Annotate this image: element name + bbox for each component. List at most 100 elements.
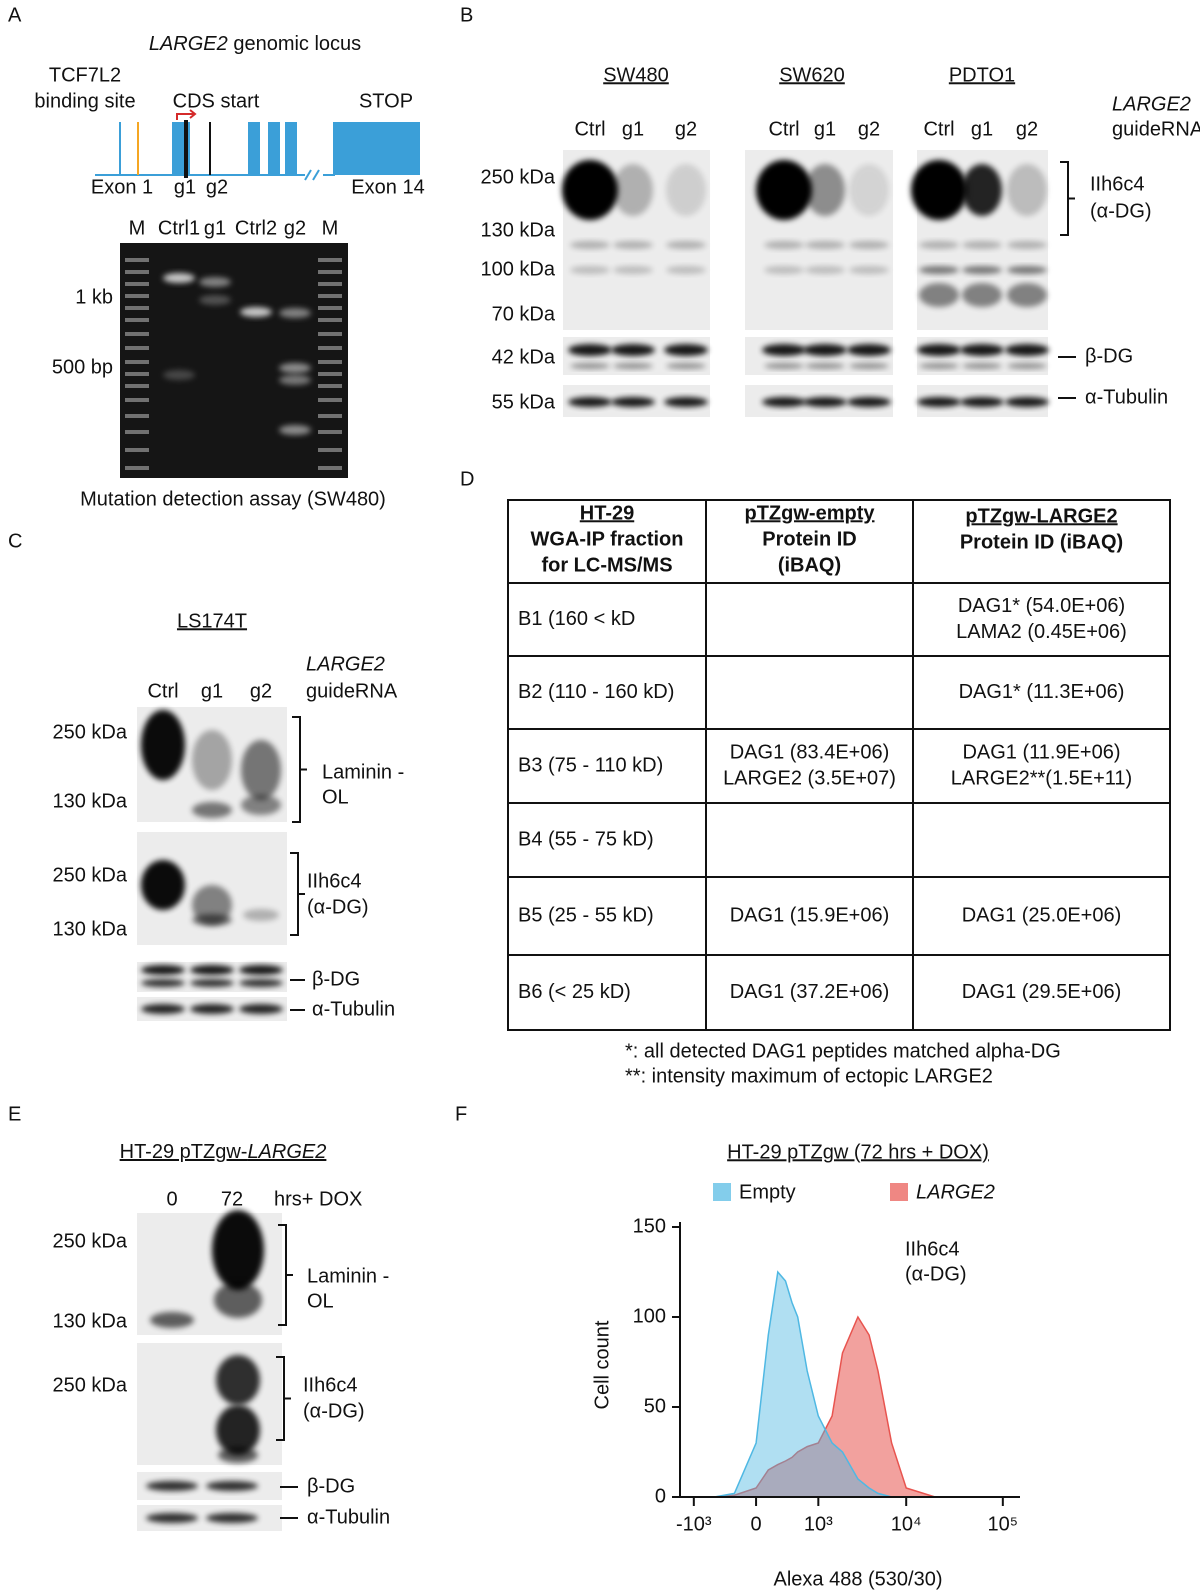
table-header: (iBAQ) xyxy=(778,554,841,576)
blot-membrane xyxy=(563,337,710,375)
blot xyxy=(563,337,710,375)
label: binding site xyxy=(34,90,135,112)
y-tick-label: 100 xyxy=(633,1305,666,1327)
ladder-band xyxy=(318,270,342,274)
table-cell: B5 (25 - 55 kD) xyxy=(518,904,654,926)
x-tick-label: 0 xyxy=(751,1513,762,1535)
label: 1 kb xyxy=(75,286,113,308)
histogram-line xyxy=(680,1315,1020,1498)
blot-band xyxy=(214,1282,262,1318)
blot-band xyxy=(241,795,281,815)
blot-band xyxy=(218,1447,258,1463)
legend-label: Empty xyxy=(739,1181,796,1203)
blot-band xyxy=(562,160,618,220)
annotation: IIh6c4 xyxy=(905,1238,959,1260)
blot-band xyxy=(206,1481,258,1491)
blot-band xyxy=(847,344,891,356)
blot-band xyxy=(570,266,610,274)
gel-band xyxy=(279,308,311,318)
ladder-band xyxy=(125,360,149,364)
label: 250 kDa xyxy=(53,721,128,743)
label: guideRNA xyxy=(306,680,398,702)
blot-band xyxy=(756,160,812,220)
blot-band xyxy=(805,363,845,369)
label: PDTO1 xyxy=(949,64,1015,86)
blot-band xyxy=(568,344,612,356)
label: hrs+ DOX xyxy=(274,1188,362,1210)
label: Ctrl1 xyxy=(158,217,200,239)
gel xyxy=(120,243,348,478)
table-cell: LAMA2 (0.45E+06) xyxy=(956,621,1127,643)
ladder-band xyxy=(318,332,342,336)
label: 130 kDa xyxy=(53,1310,128,1332)
panel-label: F xyxy=(455,1103,467,1125)
table-cell: DAG1 (11.9E+06) xyxy=(962,741,1120,763)
chart-title: HT-29 pTZgw (72 hrs + DOX) xyxy=(727,1141,989,1163)
x-tick-label: 10³ xyxy=(804,1513,833,1535)
bracket xyxy=(292,716,307,823)
y-tick-label: 150 xyxy=(633,1215,666,1237)
gene-name: LARGE2 xyxy=(247,1141,326,1163)
blot xyxy=(137,997,287,1021)
blot xyxy=(137,707,287,822)
table-cell: DAG1* (54.0E+06) xyxy=(958,595,1125,617)
blot-band xyxy=(568,397,612,407)
label: IIh6c4 xyxy=(303,1374,357,1396)
label: α-Tubulin xyxy=(312,998,395,1020)
table-cell: B1 (160 < kD xyxy=(518,608,635,630)
y-axis-label: Cell count xyxy=(591,1320,613,1409)
blot-band xyxy=(911,160,967,220)
table-cell: DAG1* (11.3E+06) xyxy=(959,681,1125,703)
blot-band xyxy=(192,914,232,926)
table-header: WGA-IP fraction xyxy=(531,528,684,550)
panel-label: E xyxy=(8,1103,21,1125)
gel-band xyxy=(279,425,311,435)
blot-membrane xyxy=(917,337,1048,375)
label: LS174T xyxy=(177,610,247,632)
blot xyxy=(137,1343,282,1465)
label: g1 xyxy=(814,118,836,140)
table-cell: DAG1 (29.5E+06) xyxy=(962,981,1122,1003)
blot xyxy=(137,1505,282,1531)
label: IIh6c4 xyxy=(307,870,361,892)
blot-band xyxy=(1007,363,1047,369)
table-header: Protein ID xyxy=(762,528,856,550)
ladder-band xyxy=(318,294,342,298)
locus-title: LARGE2 genomic locus xyxy=(149,33,361,55)
ladder-band xyxy=(318,414,342,418)
table-header: Protein ID (iBAQ) xyxy=(960,531,1123,553)
bracket xyxy=(276,1356,291,1441)
panel-title: HT-29 pTZgw-LARGE2 xyxy=(120,1141,327,1163)
gel-band xyxy=(163,273,195,283)
ladder-band xyxy=(125,430,149,434)
label: OL xyxy=(307,1290,334,1312)
label: α-Tubulin xyxy=(307,1506,390,1528)
blot-band xyxy=(150,1312,194,1328)
table-cell: DAG1 (25.0E+06) xyxy=(962,904,1122,926)
label: TCF7L2 xyxy=(49,64,121,86)
ladder-band xyxy=(125,414,149,418)
ladder-band xyxy=(318,466,342,470)
blot-band xyxy=(805,164,845,216)
gel-band xyxy=(240,307,272,317)
label: 130 kDa xyxy=(53,790,128,812)
blot-band xyxy=(762,397,806,407)
label: 100 kDa xyxy=(481,258,556,280)
blot xyxy=(137,1210,282,1335)
label: guideRNA xyxy=(1112,118,1200,140)
shape xyxy=(333,122,420,175)
label: α-Tubulin xyxy=(1085,386,1168,408)
blot-band xyxy=(1005,344,1049,356)
label: 250 kDa xyxy=(481,166,556,188)
blot-band xyxy=(613,164,653,216)
footnote: *: all detected DAG1 peptides matched al… xyxy=(625,1040,1061,1062)
table-cell: LARGE2 (3.5E+07) xyxy=(723,767,896,789)
table-cell: DAG1 (15.9E+06) xyxy=(730,904,890,926)
blot xyxy=(917,337,1049,375)
blot-band xyxy=(764,363,804,369)
blot-band xyxy=(141,965,185,975)
blot xyxy=(137,962,287,992)
blot-band xyxy=(849,266,889,274)
label: (α-DG) xyxy=(303,1400,365,1422)
table-frame xyxy=(507,499,1171,1031)
